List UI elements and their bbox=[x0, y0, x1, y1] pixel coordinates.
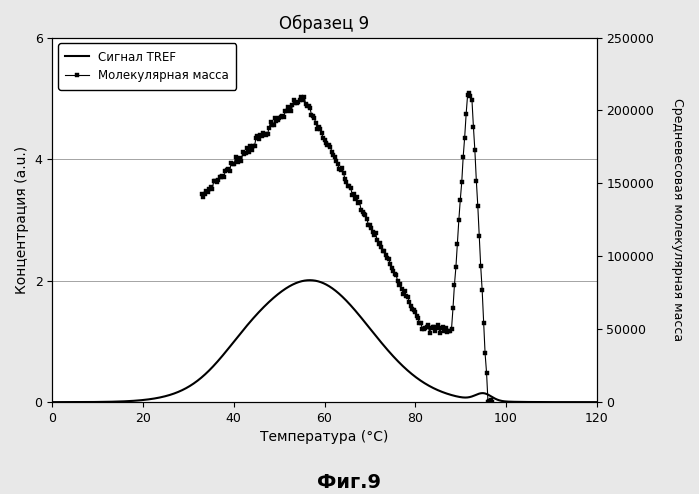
Сигнал TREF bbox=[477, 390, 485, 396]
Legend: Сигнал TREF, Молекулярная масса: Сигнал TREF, Молекулярная масса bbox=[58, 43, 236, 89]
Сигнал TREF bbox=[577, 399, 585, 405]
Сигнал TREF bbox=[313, 278, 322, 284]
Молекулярная масса bbox=[215, 174, 224, 180]
X-axis label: Температура (°C): Температура (°C) bbox=[260, 430, 389, 445]
Сигнал TREF bbox=[298, 278, 307, 284]
Молекулярная масса bbox=[210, 178, 218, 184]
Сигнал TREF bbox=[593, 399, 601, 405]
Молекулярная масса bbox=[463, 92, 472, 98]
Молекулярная масса bbox=[475, 233, 484, 239]
Сигнал TREF bbox=[48, 399, 57, 405]
Молекулярная масса bbox=[484, 399, 492, 405]
Сигнал TREF bbox=[305, 277, 314, 283]
Line: Молекулярная масса: Молекулярная масса bbox=[201, 91, 494, 404]
Молекулярная масса bbox=[465, 90, 473, 96]
Молекулярная масса bbox=[275, 115, 284, 121]
Y-axis label: Средневесовая молекулярная масса: Средневесовая молекулярная масса bbox=[671, 98, 684, 341]
Text: Фиг.9: Фиг.9 bbox=[317, 473, 382, 492]
Молекулярная масса bbox=[488, 399, 496, 405]
Y-axis label: Концентрация (a.u.): Концентрация (a.u.) bbox=[15, 146, 29, 294]
Title: Образец 9: Образец 9 bbox=[280, 15, 370, 33]
Сигнал TREF bbox=[76, 399, 85, 405]
Line: Сигнал TREF: Сигнал TREF bbox=[52, 280, 597, 402]
Молекулярная масса bbox=[252, 135, 260, 141]
Молекулярная масса bbox=[198, 191, 206, 197]
Сигнал TREF bbox=[577, 399, 585, 405]
